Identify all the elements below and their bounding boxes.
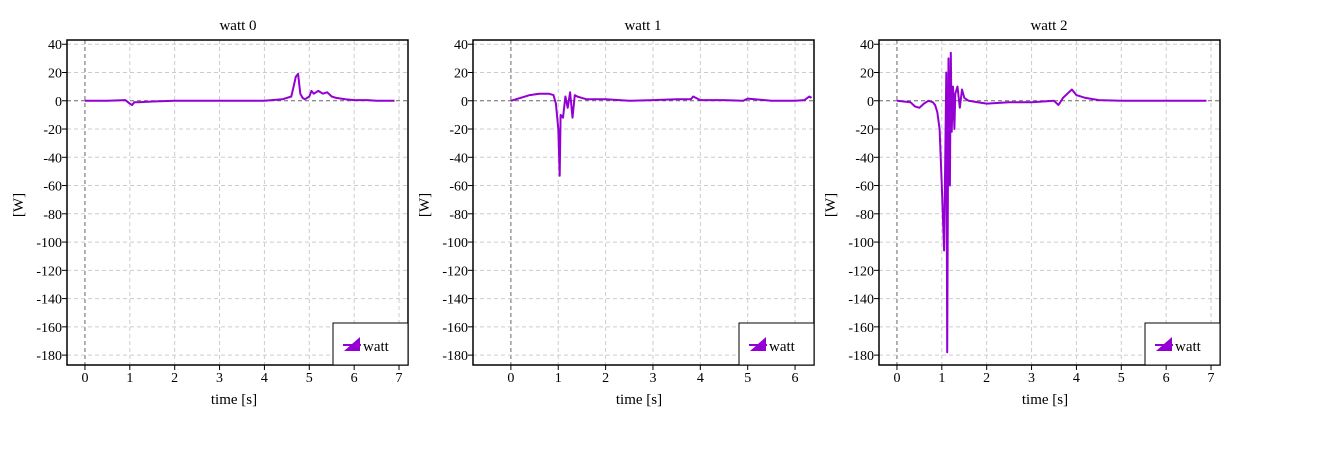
y-tick-label: -140 — [442, 293, 468, 308]
x-axis-label: time [s] — [1022, 392, 1068, 408]
legend: watt — [738, 322, 815, 366]
x-tick-label: 0 — [81, 371, 88, 386]
chart-panel-1: watt 1 0 1 2 3 4 5 6 40 20 0 -20 -40 -60 -80 -100 -120 -1… — [417, 18, 815, 408]
x-tick-label: 4 — [1073, 371, 1080, 386]
y-tick-label: 20 — [860, 67, 874, 82]
y-tick-label: -120 — [442, 264, 468, 279]
y-tick-label: 0 — [55, 95, 62, 110]
y-tick-label: 40 — [860, 38, 874, 53]
y-tick-label: -120 — [848, 264, 874, 279]
x-tick-label: 1 — [555, 371, 562, 386]
y-tick-label: -40 — [855, 151, 874, 166]
x-tick-label: 7 — [1208, 371, 1215, 386]
x-tick-label: 3 — [216, 371, 223, 386]
y-tick-label: -180 — [848, 349, 874, 364]
x-tick-label: 6 — [1163, 371, 1170, 386]
y-tick-label: -120 — [36, 264, 62, 279]
y-axis-label: [W] — [823, 193, 839, 217]
x-tick-label: 4 — [261, 371, 268, 386]
y-tick-label: -60 — [43, 180, 62, 195]
y-tick-label: -160 — [36, 321, 62, 336]
legend-box — [1144, 322, 1221, 366]
x-tick-label: 2 — [602, 371, 609, 386]
chart-title: watt 0 — [219, 18, 256, 34]
grid — [879, 40, 1220, 365]
x-tick-label: 0 — [507, 371, 514, 386]
chart-panel-2: watt 2 0 1 2 3 4 5 6 7 40 20 0 -20 -40 -60 -80 -100 -120 -… — [823, 18, 1221, 408]
x-tick-label: 7 — [396, 371, 403, 386]
y-tick-label: -20 — [43, 123, 62, 138]
y-tick-label: -180 — [36, 349, 62, 364]
x-tick-label: 3 — [649, 371, 656, 386]
y-tick-label: 20 — [48, 67, 62, 82]
chart-panel-0: watt 0 0 1 2 3 4 5 6 7 40 20 0 -20 -40 -60 -80 -100 -120 -… — [11, 18, 409, 408]
plot-frame — [472, 39, 815, 366]
y-tick-label: -40 — [43, 151, 62, 166]
y-tick-label: -100 — [442, 236, 468, 251]
x-tick-label: 1 — [126, 371, 133, 386]
y-tick-label: -100 — [848, 236, 874, 251]
x-tick-label: 5 — [306, 371, 313, 386]
x-tick-label: 2 — [983, 371, 990, 386]
y-tick-label: -80 — [855, 208, 874, 223]
x-tick-label: 0 — [893, 371, 900, 386]
legend-label: watt — [1175, 339, 1202, 355]
y-tick-label: -20 — [855, 123, 874, 138]
x-axis-label: time [s] — [211, 392, 257, 408]
y-tick-label: -160 — [442, 321, 468, 336]
chart-title: watt 1 — [624, 18, 661, 34]
y-tick-label: -140 — [36, 293, 62, 308]
x-tick-label: 1 — [938, 371, 945, 386]
y-tick-label: -160 — [848, 321, 874, 336]
x-tick-label: 5 — [744, 371, 751, 386]
y-tick-label: -180 — [442, 349, 468, 364]
legend: watt — [1144, 322, 1221, 366]
y-tick-label: 0 — [461, 95, 468, 110]
y-tick-label: 40 — [48, 38, 62, 53]
y-tick-label: -60 — [855, 180, 874, 195]
x-tick-label: 2 — [171, 371, 178, 386]
plot-frame — [66, 39, 409, 366]
y-tick-label: -100 — [36, 236, 62, 251]
x-tick-label: 4 — [697, 371, 704, 386]
y-tick-label: -80 — [449, 208, 468, 223]
y-axis-label: [W] — [11, 193, 27, 217]
y-tick-label: -80 — [43, 208, 62, 223]
x-axis-label: time [s] — [616, 392, 662, 408]
y-tick-label: -40 — [449, 151, 468, 166]
grid — [67, 40, 408, 365]
x-tick-label: 6 — [351, 371, 358, 386]
x-tick-label: 6 — [792, 371, 799, 386]
chart-title: watt 2 — [1030, 18, 1067, 34]
y-tick-label: 0 — [867, 95, 874, 110]
y-tick-label: -60 — [449, 180, 468, 195]
series-line-0 — [84, 72, 395, 106]
y-axis-label: [W] — [417, 193, 433, 217]
grid — [473, 40, 814, 365]
series-line-0 — [510, 91, 813, 177]
y-tick-label: 20 — [454, 67, 468, 82]
x-tick-label: 5 — [1118, 371, 1125, 386]
y-tick-label: -140 — [848, 293, 874, 308]
y-tick-label: 40 — [454, 38, 468, 53]
legend-label: watt — [769, 339, 796, 355]
series-line-0 — [896, 51, 1207, 354]
x-tick-label: 3 — [1028, 371, 1035, 386]
plot-frame — [878, 39, 1221, 366]
legend-label: watt — [363, 339, 390, 355]
y-tick-label: -20 — [449, 123, 468, 138]
legend: watt — [332, 322, 409, 366]
